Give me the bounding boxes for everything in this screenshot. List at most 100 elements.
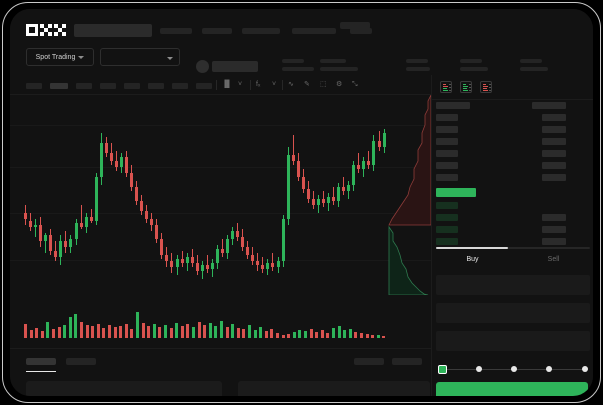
volume-histogram — [10, 300, 431, 348]
ask-row-1-size — [542, 126, 566, 133]
timeframe-button-2[interactable] — [76, 83, 92, 89]
tab-sell[interactable]: Sell — [547, 256, 560, 263]
toolbar-divider-2 — [282, 80, 283, 90]
ask-row-1-price[interactable] — [436, 126, 458, 133]
slider-stop-25[interactable] — [476, 366, 482, 372]
volume-bar — [242, 329, 246, 338]
bottom-tab-active-underline — [26, 371, 56, 372]
pencil-icon[interactable]: ✎ — [304, 81, 310, 88]
amount-percent-slider[interactable] — [438, 365, 590, 375]
nav-item-0[interactable] — [160, 28, 192, 34]
order-form-row-2[interactable] — [436, 331, 590, 351]
place-order-button[interactable] — [436, 382, 588, 396]
timeframe-button-4[interactable] — [124, 83, 140, 89]
bid-row-3-price[interactable] — [436, 238, 458, 245]
volume-bar — [197, 322, 201, 338]
bottom-action-0[interactable] — [354, 358, 384, 365]
search-input[interactable] — [74, 24, 152, 37]
volume-bar — [253, 330, 257, 338]
volume-bar — [85, 325, 89, 338]
volume-bar — [259, 327, 263, 338]
chart-toolbar: ▐▌ ˅ fₓ ˅ ∿ ✎ ⬚ ⚙ ⤡ — [10, 75, 431, 95]
ask-row-5-price[interactable] — [436, 174, 458, 181]
indicator-icon[interactable]: fₓ — [256, 81, 261, 88]
wave-icon[interactable]: ∿ — [288, 81, 294, 88]
camera-icon[interactable]: ⬚ — [320, 81, 327, 88]
nav-item-3[interactable] — [292, 28, 336, 34]
slider-stop-100[interactable] — [582, 366, 588, 372]
toolbar-divider-0 — [216, 80, 217, 90]
orderbook-bids-icon[interactable] — [460, 81, 472, 93]
timeframe-button-5[interactable] — [148, 83, 164, 89]
timeframe-button-6[interactable] — [172, 83, 188, 89]
indicator-chevron-icon[interactable]: ˅ — [272, 81, 277, 88]
scroll-thumb[interactable] — [436, 247, 508, 249]
candle-type-chevron-icon[interactable]: ˅ — [238, 81, 243, 88]
panel-divider — [432, 99, 593, 100]
volume-bar — [214, 326, 218, 338]
volume-bar — [203, 325, 207, 338]
bid-row-2-size — [542, 226, 566, 233]
okx-logo-icon[interactable] — [26, 24, 66, 36]
volume-bar — [24, 324, 27, 338]
nav-item-2[interactable] — [242, 28, 280, 34]
ask-row-3-price[interactable] — [436, 150, 458, 157]
slider-stop-50[interactable] — [511, 366, 517, 372]
nav-item-4[interactable] — [350, 28, 372, 34]
bid-row-0-price[interactable] — [436, 202, 458, 209]
bottom-panel-left — [26, 381, 222, 396]
gridline-3 — [10, 260, 431, 261]
depth-chart-svg — [388, 95, 431, 295]
orderbook-header-price[interactable] — [436, 102, 470, 109]
volume-bar — [164, 325, 167, 338]
volume-bar — [192, 327, 195, 338]
ask-row-4-price[interactable] — [436, 162, 458, 169]
tab-buy[interactable]: Buy — [466, 256, 479, 263]
orderbook-list[interactable] — [432, 100, 593, 245]
ask-row-0-price[interactable] — [436, 114, 458, 121]
volume-bar — [113, 327, 117, 338]
timeframe-button-7[interactable] — [196, 83, 212, 89]
volume-bar — [365, 334, 369, 338]
volume-bar — [298, 330, 302, 338]
fullscreen-icon[interactable]: ⤡ — [352, 81, 358, 88]
volume-bar — [102, 328, 106, 338]
orderbook-asks-icon[interactable] — [480, 81, 492, 93]
slider-handle-icon[interactable] — [438, 365, 447, 374]
pair-name[interactable] — [212, 61, 258, 72]
bottom-action-1[interactable] — [392, 358, 422, 365]
pair-select-dropdown[interactable] — [100, 48, 180, 66]
bid-row-1-size — [542, 214, 566, 221]
candle-type-icon[interactable]: ▐▌ — [222, 81, 232, 88]
timeframe-button-1[interactable] — [50, 83, 68, 89]
timeframe-button-3[interactable] — [100, 83, 116, 89]
order-form-row-0[interactable] — [436, 275, 590, 295]
orderbook-header-size — [532, 102, 566, 109]
chevron-down-icon — [78, 55, 85, 59]
bid-row-2-price[interactable] — [436, 226, 458, 233]
volume-bar — [231, 324, 235, 338]
volume-bar — [74, 314, 78, 338]
ask-row-2-price[interactable] — [436, 138, 458, 145]
market-subbar: Spot Trading — [10, 42, 593, 75]
slider-stop-75[interactable] — [546, 366, 552, 372]
bottom-tab-0[interactable] — [26, 358, 56, 365]
orderbook-both-icon[interactable] — [440, 81, 452, 93]
market-type-dropdown[interactable]: Spot Trading — [26, 48, 94, 66]
bottom-panel-right — [238, 381, 430, 396]
nav-item-1[interactable] — [202, 28, 232, 34]
volume-bar — [136, 312, 139, 338]
bottom-tab-1[interactable] — [66, 358, 96, 365]
stat-0 — [282, 59, 314, 71]
stat-2 — [406, 59, 430, 71]
timeframe-button-0[interactable] — [26, 83, 42, 89]
stat-1 — [320, 59, 358, 71]
settings-icon[interactable]: ⚙ — [336, 81, 343, 88]
order-form-row-1[interactable] — [436, 303, 590, 323]
logo-o-glyph — [26, 24, 38, 36]
orderbook-trade-panel: Buy Sell — [431, 75, 593, 396]
volume-bar — [35, 328, 39, 338]
gridline-0 — [10, 125, 431, 126]
bid-row-1-price[interactable] — [436, 214, 458, 221]
candlestick-chart[interactable] — [10, 95, 431, 300]
